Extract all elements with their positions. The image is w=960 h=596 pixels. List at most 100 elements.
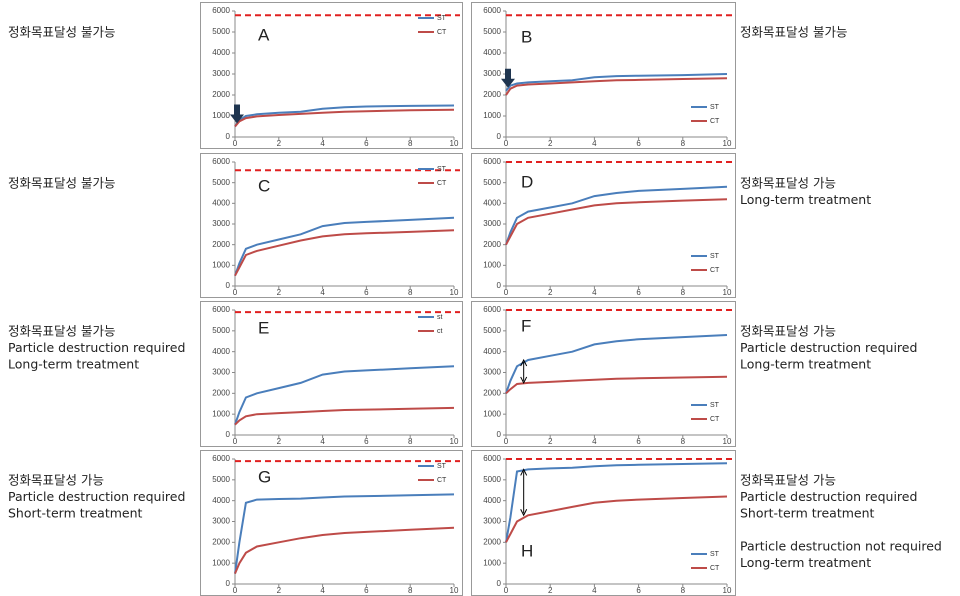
legend-label: CT: [710, 565, 720, 572]
series-line: [505, 185, 728, 246]
x-tick-label: 8: [408, 586, 413, 595]
annotation: Particle destruction required: [8, 340, 185, 355]
y-tick-label: 5000: [483, 475, 501, 484]
arrow: [230, 104, 244, 124]
x-tick-label: 8: [408, 288, 413, 297]
x-tick-label: 0: [504, 288, 509, 297]
series-line: [505, 198, 728, 246]
y-tick-label: 4000: [212, 48, 230, 57]
x-tick-label: 0: [233, 437, 238, 446]
annotation: Long-term treatment: [740, 555, 871, 570]
y-tick-label: 2000: [212, 537, 230, 546]
series-line: [234, 493, 455, 574]
y-tick-label: 1000: [483, 409, 501, 418]
y-tick-label: 6000: [212, 157, 230, 166]
x-tick-label: 6: [636, 139, 641, 148]
series-line: [505, 495, 728, 543]
annotation: Long-term treatment: [740, 357, 871, 372]
x-tick-label: 6: [364, 586, 369, 595]
y-tick-label: 4000: [483, 496, 501, 505]
y-tick-label: 6000: [483, 305, 501, 314]
x-tick-label: 8: [681, 139, 686, 148]
x-tick-label: 0: [504, 586, 509, 595]
y-tick-label: 2000: [483, 90, 501, 99]
y-tick-label: 0: [497, 579, 502, 588]
y-tick-label: 0: [226, 132, 231, 141]
legend-label: ST: [437, 166, 447, 173]
arrow-head: [520, 468, 528, 517]
panel-label: G: [258, 467, 271, 486]
legend-label: ST: [710, 402, 720, 409]
y-tick-label: 3000: [483, 69, 501, 78]
y-tick-label: 2000: [483, 537, 501, 546]
y-tick-label: 4000: [212, 198, 230, 207]
y-tick-label: 6000: [483, 157, 501, 166]
annotation: Particle destruction required: [8, 489, 185, 504]
y-tick-label: 0: [226, 579, 231, 588]
x-tick-label: 4: [320, 437, 325, 446]
legend-label: ct: [437, 328, 443, 335]
series-line: [234, 108, 455, 128]
x-tick-label: 8: [408, 437, 413, 446]
x-tick-label: 4: [320, 139, 325, 148]
y-tick-label: 6000: [212, 305, 230, 314]
x-tick-label: 4: [320, 586, 325, 595]
panel-label: H: [521, 541, 533, 560]
chart-panel: 0 1000 2000 3000 4000 5000 6000 0 2 4 6 8 10 ST CT D 정화목…: [471, 153, 871, 298]
chart-panel: 0 1000 2000 3000 4000 5000 6000 0 2 4 6 8 10 st ct E 정화목…: [8, 301, 463, 447]
series-line: [505, 77, 728, 96]
annotation: Particle destruction required: [740, 489, 917, 504]
annotation: 정화목표달성 불가능: [8, 176, 115, 191]
x-tick-label: 10: [450, 586, 459, 595]
series-line: [234, 365, 455, 425]
series-line: [234, 104, 455, 128]
x-tick-label: 10: [450, 139, 459, 148]
y-tick-label: 3000: [212, 219, 230, 228]
y-tick-label: 3000: [483, 219, 501, 228]
series-line: [234, 216, 455, 277]
panel-label: C: [258, 176, 270, 195]
arrow-head: [520, 358, 528, 385]
annotation: Long-term treatment: [740, 192, 871, 207]
y-tick-label: 5000: [483, 178, 501, 187]
x-tick-label: 4: [592, 586, 597, 595]
y-tick-label: 1000: [212, 111, 230, 120]
x-tick-label: 2: [548, 139, 553, 148]
y-tick-label: 1000: [483, 260, 501, 269]
annotation: Short-term treatment: [8, 506, 143, 521]
x-tick-label: 2: [277, 288, 282, 297]
x-tick-label: 8: [681, 437, 686, 446]
annotation: 정화목표달성 가능: [740, 324, 836, 339]
y-tick-label: 1000: [212, 409, 230, 418]
x-tick-label: 0: [233, 586, 238, 595]
annotation: 정화목표달성 가능: [740, 176, 836, 191]
y-tick-label: 1000: [483, 111, 501, 120]
annotation: 정화목표달성 불가능: [740, 25, 847, 40]
y-tick-label: 0: [497, 281, 502, 290]
x-tick-label: 6: [364, 139, 369, 148]
legend-label: ST: [710, 104, 720, 111]
y-tick-label: 5000: [483, 27, 501, 36]
y-tick-label: 2000: [483, 240, 501, 249]
y-tick-label: 5000: [212, 326, 230, 335]
y-tick-label: 3000: [483, 517, 501, 526]
x-tick-label: 6: [636, 288, 641, 297]
x-tick-label: 8: [408, 139, 413, 148]
legend-label: ST: [710, 253, 720, 260]
x-tick-label: 10: [723, 437, 732, 446]
x-tick-label: 2: [548, 586, 553, 595]
series-line: [505, 462, 728, 543]
annotation: 정화목표달성 가능: [8, 473, 104, 488]
y-tick-label: 0: [226, 430, 231, 439]
y-tick-label: 3000: [212, 517, 230, 526]
panel-label: D: [521, 172, 533, 191]
legend-label: CT: [437, 29, 447, 36]
x-tick-label: 4: [592, 437, 597, 446]
x-tick-label: 2: [277, 586, 282, 595]
x-tick-label: 0: [233, 288, 238, 297]
x-tick-label: 6: [364, 437, 369, 446]
y-tick-label: 5000: [483, 326, 501, 335]
x-tick-label: 10: [723, 586, 732, 595]
y-tick-label: 2000: [212, 240, 230, 249]
chart-panel: 0 1000 2000 3000 4000 5000 6000 0 2 4 6 8 10 ST CT H 정화목…: [471, 450, 942, 596]
